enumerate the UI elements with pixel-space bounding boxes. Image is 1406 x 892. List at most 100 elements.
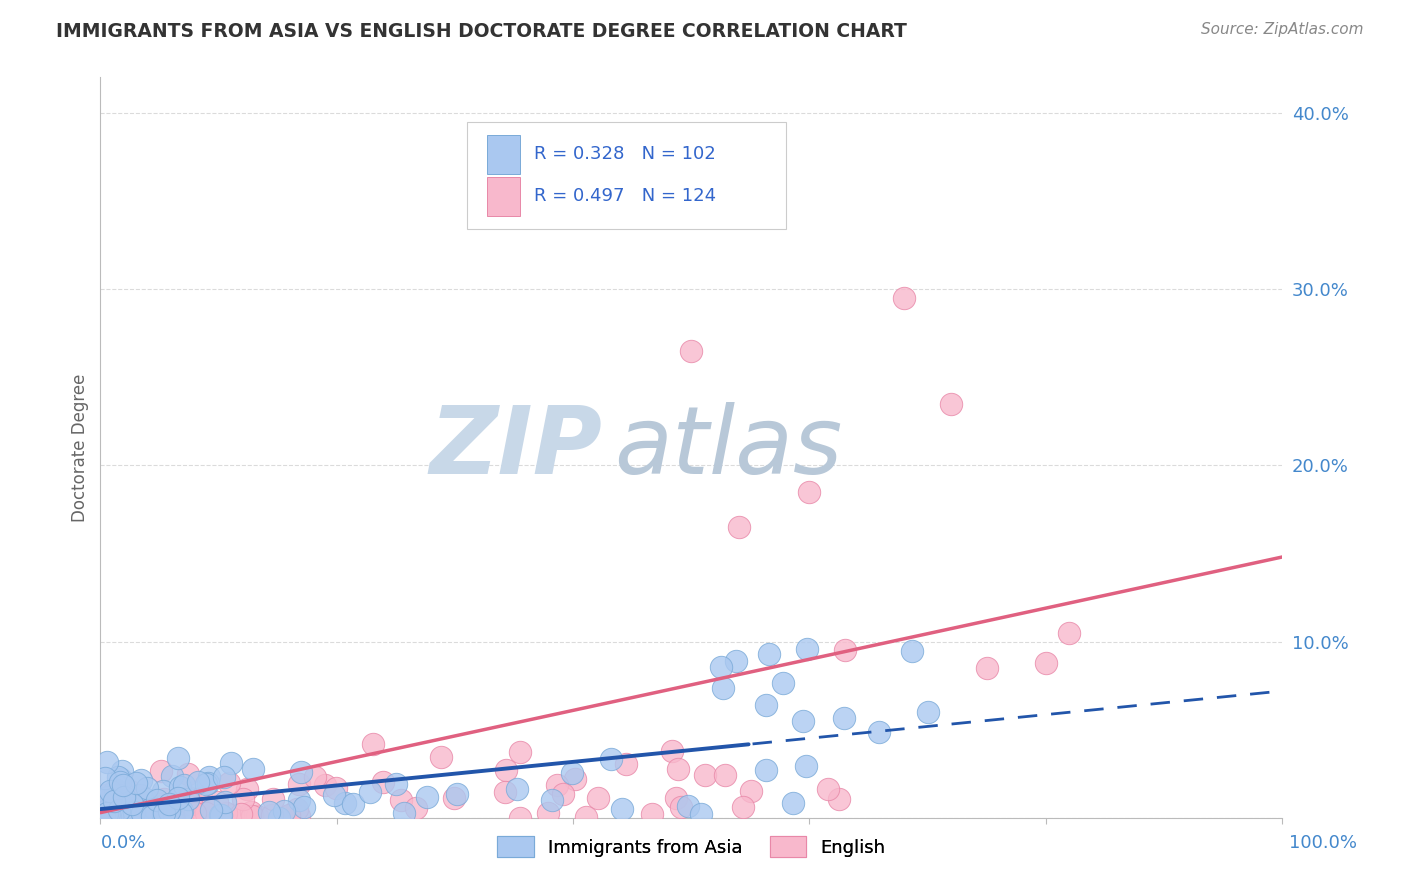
Point <box>98 791 121 805</box>
Point <box>160 769 183 783</box>
Point <box>325 781 347 796</box>
Point <box>97 797 120 811</box>
Point <box>666 762 689 776</box>
Point <box>112 790 135 805</box>
Point <box>222 808 245 822</box>
Point <box>107 803 129 817</box>
Point <box>711 681 734 695</box>
FancyBboxPatch shape <box>486 177 520 216</box>
Point <box>828 791 851 805</box>
Point <box>112 811 135 825</box>
Point <box>166 791 188 805</box>
Point <box>446 788 468 802</box>
Point <box>107 780 129 794</box>
Point <box>190 790 212 805</box>
Point <box>385 777 408 791</box>
Point <box>127 804 149 818</box>
Text: R = 0.497   N = 124: R = 0.497 N = 124 <box>534 187 716 205</box>
Text: IMMIGRANTS FROM ASIA VS ENGLISH DOCTORATE DEGREE CORRELATION CHART: IMMIGRANTS FROM ASIA VS ENGLISH DOCTORAT… <box>56 22 907 41</box>
Point <box>389 793 412 807</box>
Point <box>661 744 683 758</box>
Point <box>494 785 516 799</box>
Point <box>111 764 134 778</box>
Point <box>506 782 529 797</box>
Point <box>215 805 238 820</box>
Point <box>214 795 236 809</box>
Point <box>93 771 115 785</box>
Point <box>136 781 159 796</box>
Point <box>122 805 145 820</box>
Point <box>195 777 218 791</box>
Point <box>561 766 583 780</box>
Point <box>121 797 143 812</box>
Point <box>917 705 939 719</box>
Point <box>107 805 129 820</box>
Point <box>207 796 229 810</box>
Point <box>124 805 146 820</box>
Point <box>740 784 762 798</box>
Point <box>172 805 194 820</box>
Point <box>110 775 132 789</box>
Point <box>200 804 222 818</box>
Point <box>112 791 135 805</box>
Point <box>172 797 194 812</box>
Point <box>292 799 315 814</box>
Point <box>429 749 451 764</box>
Point <box>232 792 254 806</box>
Point <box>135 791 157 805</box>
Point <box>287 777 309 791</box>
Point <box>257 805 280 819</box>
Point <box>145 806 167 821</box>
Point <box>128 797 150 812</box>
Point <box>333 796 356 810</box>
Point <box>103 808 125 822</box>
Point <box>288 793 311 807</box>
Point <box>159 799 181 814</box>
Point <box>342 797 364 811</box>
Point <box>314 778 336 792</box>
Point <box>107 800 129 814</box>
Point <box>155 804 177 818</box>
Point <box>160 797 183 812</box>
Point <box>103 791 125 805</box>
Point <box>600 752 623 766</box>
FancyBboxPatch shape <box>467 122 786 229</box>
Point <box>893 291 915 305</box>
Point <box>782 796 804 810</box>
Point <box>150 799 173 814</box>
Text: R = 0.328   N = 102: R = 0.328 N = 102 <box>534 145 716 163</box>
Point <box>416 789 439 804</box>
Point <box>94 811 117 825</box>
Point <box>536 805 558 820</box>
Point <box>359 785 381 799</box>
Point <box>122 795 145 809</box>
Y-axis label: Doctorate Degree: Doctorate Degree <box>72 374 89 522</box>
Point <box>195 805 218 820</box>
Point <box>120 805 142 819</box>
Point <box>104 782 127 797</box>
Point <box>755 698 778 712</box>
Point <box>176 792 198 806</box>
Point <box>941 396 963 410</box>
Point <box>110 772 132 786</box>
Point <box>323 788 346 802</box>
Text: 0.0%: 0.0% <box>101 834 146 852</box>
Legend: Immigrants from Asia, English: Immigrants from Asia, English <box>491 830 893 864</box>
Point <box>152 806 174 821</box>
Point <box>96 805 118 820</box>
Point <box>371 774 394 789</box>
Text: atlas: atlas <box>614 402 842 493</box>
Point <box>153 806 176 821</box>
Point <box>101 794 124 808</box>
Point <box>817 781 839 796</box>
Point <box>124 789 146 803</box>
Point <box>868 725 890 739</box>
Point <box>546 778 568 792</box>
Point <box>149 809 172 823</box>
Point <box>167 751 190 765</box>
Point <box>136 802 159 816</box>
Point <box>118 784 141 798</box>
Point <box>114 800 136 814</box>
Point <box>103 794 125 808</box>
Point <box>290 765 312 780</box>
